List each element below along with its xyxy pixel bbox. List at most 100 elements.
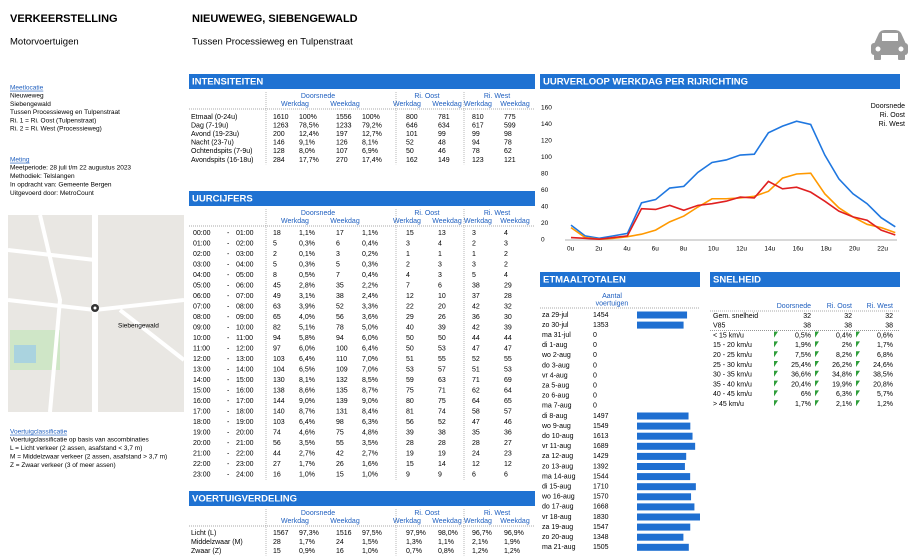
table-cell: 103 bbox=[273, 356, 285, 363]
table-cell: 634 bbox=[438, 122, 450, 129]
table-cell: 44 bbox=[472, 335, 480, 342]
table-cell: 130 bbox=[273, 377, 285, 384]
group-header: Ri. Oost bbox=[414, 210, 439, 217]
table-cell: 14 bbox=[438, 461, 446, 468]
group-header: Ri. West bbox=[484, 510, 510, 517]
row-label: 30 - 35 km/u bbox=[713, 372, 752, 379]
table-cell: 50 bbox=[406, 335, 414, 342]
table-cell: Licht (L) bbox=[191, 530, 216, 537]
table-cell: 39 bbox=[504, 324, 512, 331]
table-cell: 2 bbox=[273, 251, 277, 258]
table-cell: 14:00 bbox=[193, 377, 211, 384]
speed-cell: 38 bbox=[844, 323, 852, 330]
row-label: V85 bbox=[713, 323, 726, 330]
table-cell: 62 bbox=[504, 148, 512, 155]
table-cell: 23:00 bbox=[236, 461, 254, 468]
table-cell: 5,0% bbox=[362, 324, 378, 331]
speed-cell: 5,7% bbox=[877, 391, 893, 398]
table-cell: 21:00 bbox=[236, 440, 254, 447]
table-cell: 110 bbox=[336, 356, 347, 363]
total-bar bbox=[637, 524, 690, 531]
info-line: Tussen Processieweg en Tulpenstraat bbox=[10, 109, 120, 116]
table-cell: 11:00 bbox=[193, 345, 210, 352]
sub-header: Werkdag bbox=[393, 518, 421, 525]
table-cell: 1,7% bbox=[299, 461, 315, 468]
table-cell: 7 bbox=[406, 282, 410, 289]
total-label: 0 bbox=[593, 403, 597, 410]
speed-cell: 0,5% bbox=[795, 332, 811, 339]
table-cell: 18:00 bbox=[236, 408, 254, 415]
table-cell: 47 bbox=[472, 345, 480, 352]
table-cell: 8 bbox=[273, 272, 277, 279]
table-cell: 5 bbox=[273, 240, 277, 247]
table-cell: 69 bbox=[504, 377, 512, 384]
total-label: 1348 bbox=[593, 534, 609, 541]
table-cell: 35 bbox=[472, 429, 480, 436]
x-tick-label: 6u bbox=[652, 246, 660, 253]
table-cell: 56 bbox=[273, 440, 281, 447]
table-cell: 99 bbox=[438, 131, 446, 138]
total-label: 0 bbox=[593, 352, 597, 359]
table-cell: 6 bbox=[336, 240, 340, 247]
table-cell: 15:00 bbox=[193, 387, 211, 394]
table-cell: 1,3% bbox=[406, 539, 422, 546]
table-cell: Dag (7-19u) bbox=[191, 122, 228, 129]
speed-cell: 24,6% bbox=[873, 362, 893, 369]
location-subtitle: Tussen Processieweg en Tulpenstraat bbox=[192, 37, 353, 48]
table-cell: 37 bbox=[472, 293, 480, 300]
info-line: Voertuigclassificatie op basis van ascom… bbox=[10, 437, 149, 444]
group-header: Doorsnede bbox=[301, 510, 335, 517]
table-cell: 58 bbox=[472, 408, 480, 415]
table-cell: 0,4% bbox=[362, 240, 378, 247]
table-cell: Avondspits (16-18u) bbox=[191, 157, 254, 164]
table-cell: 100% bbox=[299, 114, 317, 121]
table-cell: 0,3% bbox=[299, 261, 315, 268]
table-cell: 2,1% bbox=[472, 539, 488, 546]
date-label: zo 30-jul bbox=[542, 322, 569, 329]
table-cell: 2,4% bbox=[362, 293, 378, 300]
total-label: 1353 bbox=[593, 322, 609, 329]
table-cell: 07:00 bbox=[193, 303, 211, 310]
date-label: vr 18-aug bbox=[542, 514, 572, 521]
speed-cell: 26,2% bbox=[832, 362, 852, 369]
sub-header: Weekdag bbox=[500, 101, 530, 108]
date-label: wo 9-aug bbox=[541, 423, 571, 430]
sub-header: Weekdag bbox=[500, 518, 530, 525]
speed-cell: 34,8% bbox=[832, 372, 852, 379]
table-cell: 15 bbox=[406, 461, 414, 468]
table-cell: 13 bbox=[438, 230, 446, 237]
sub-header: Weekdag bbox=[432, 218, 462, 225]
table-cell: 132 bbox=[336, 377, 348, 384]
y-tick-label: 140 bbox=[541, 121, 552, 128]
table-cell: 16:00 bbox=[193, 398, 211, 405]
table-cell: 8,6% bbox=[299, 387, 315, 394]
table-cell: Middelzwaar (M) bbox=[191, 539, 243, 546]
table-cell: 5,8% bbox=[299, 335, 315, 342]
report-subtitle: Motorvoertuigen bbox=[10, 37, 79, 48]
table-cell: 36 bbox=[472, 314, 480, 321]
table-cell: 800 bbox=[406, 114, 418, 121]
table-cell: 12:00 bbox=[236, 345, 254, 352]
date-label: ma 7-aug bbox=[542, 403, 572, 410]
sub-header: Weekdag bbox=[432, 101, 462, 108]
table-cell: 1 bbox=[406, 251, 410, 258]
table-cell: 29 bbox=[504, 282, 512, 289]
table-cell: 1,0% bbox=[299, 471, 315, 478]
speed-cell: 7,5% bbox=[795, 352, 811, 359]
table-cell: 4 bbox=[504, 272, 508, 279]
table-cell: 197 bbox=[336, 131, 348, 138]
table-cell: 26 bbox=[438, 314, 446, 321]
table-cell: 2 bbox=[504, 251, 508, 258]
speed-cell: 20,4% bbox=[791, 381, 811, 388]
table-cell: 24:00 bbox=[236, 471, 254, 478]
table-cell: 100% bbox=[362, 114, 380, 121]
column-header: Aantal bbox=[602, 293, 622, 300]
table-cell: 94 bbox=[273, 335, 281, 342]
speed-cell: 32 bbox=[803, 313, 811, 320]
table-cell: 62 bbox=[472, 387, 480, 394]
table-cell: 3 bbox=[472, 261, 476, 268]
table-cell: 6,4% bbox=[299, 419, 315, 426]
table-cell: 74 bbox=[273, 429, 281, 436]
table-cell: 101 bbox=[406, 131, 418, 138]
table-cell: 15:00 bbox=[236, 377, 254, 384]
